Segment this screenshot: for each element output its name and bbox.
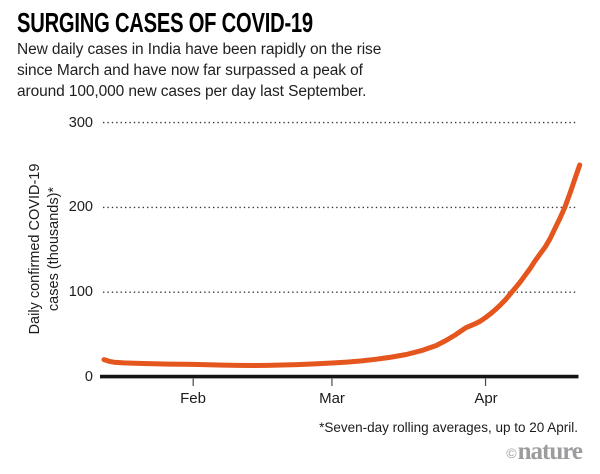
footnote: *Seven-day rolling averages, up to 20 Ap… xyxy=(319,420,578,435)
y-tick-label-100: 100 xyxy=(68,284,93,300)
copyright-icon: © xyxy=(506,445,517,461)
x-tick-label-feb: Feb xyxy=(180,390,206,407)
nature-credit: © nature xyxy=(506,438,583,465)
x-tick-label-mar: Mar xyxy=(319,390,345,407)
covid-cases-line xyxy=(101,162,583,368)
subtitle-line-3: around 100,000 new cases per day last Se… xyxy=(17,83,367,100)
y-tick-label-300: 300 xyxy=(68,115,93,131)
subtitle-line-2: since March and have now far surpassed a… xyxy=(17,62,363,79)
y-tick-label-200: 200 xyxy=(68,199,93,215)
subtitle-line-1: New daily cases in India have been rapid… xyxy=(17,41,382,58)
chart-subtitle: New daily cases in India have been rapid… xyxy=(17,39,381,102)
nature-logo: nature xyxy=(517,438,583,465)
x-tick-label-apr: Apr xyxy=(474,390,498,407)
page-title: SURGING CASES OF COVID-19 xyxy=(17,7,313,38)
y-tick-label-0: 0 xyxy=(84,369,93,385)
